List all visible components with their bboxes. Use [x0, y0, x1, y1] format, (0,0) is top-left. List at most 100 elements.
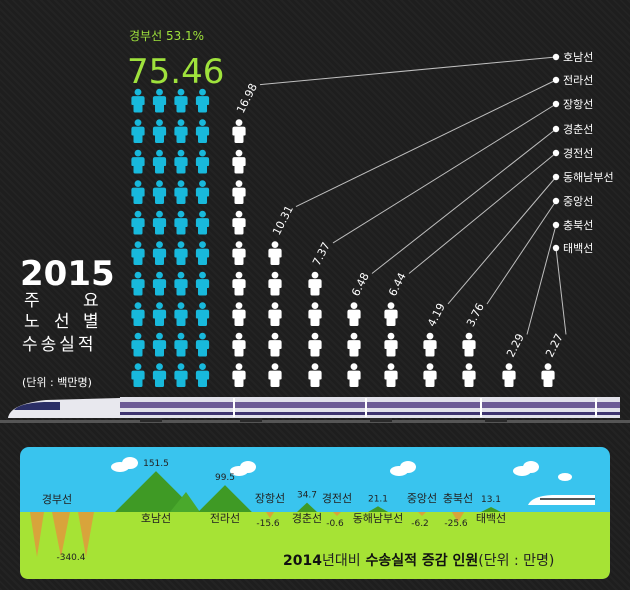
person-icon: [195, 302, 210, 326]
pictogram-column: [384, 302, 398, 387]
mountain: [481, 507, 501, 512]
mountain: [198, 485, 252, 512]
person-icon: [268, 332, 282, 357]
value-label: 6.44: [386, 271, 409, 299]
person-icon: [174, 302, 188, 326]
legend-dot: [552, 53, 560, 61]
person-icon: [174, 332, 188, 357]
train-illustration: [0, 397, 630, 423]
person-icon: [152, 271, 167, 296]
person-icon: [195, 332, 210, 357]
mountain-small: [170, 492, 200, 512]
leader-line: [486, 200, 557, 305]
person-icon: [384, 302, 398, 326]
leader-lines: 16.98 호남선 10.31 전라선 7.37 장항선 6.48 경춘선 6.44 경전선 4.1…: [234, 51, 614, 359]
person-icon: [347, 363, 361, 387]
mountain: [368, 506, 388, 512]
person-icon: [232, 363, 246, 387]
legend-dot: [552, 76, 560, 84]
valley: [333, 512, 341, 516]
person-icon: [131, 241, 145, 265]
valley: [30, 512, 44, 557]
mountain: [115, 471, 197, 512]
headline-share: 53.1%: [166, 29, 204, 43]
value-label: 10.31: [270, 203, 296, 237]
leader-line: [295, 79, 557, 208]
person-icon: [195, 210, 210, 235]
leader-line: [371, 128, 557, 274]
change-value: 151.5: [143, 459, 169, 469]
person-icon: [308, 332, 322, 357]
mini-train: [528, 495, 595, 505]
person-icon: [152, 302, 167, 326]
person-icon: [131, 119, 145, 143]
change-mark: -340.4 경부선: [30, 493, 94, 563]
person-icon: [195, 363, 210, 387]
person-icon: [131, 363, 145, 387]
value-label: 2.27: [543, 332, 566, 360]
person-icon: [232, 332, 246, 357]
change-value: 21.1: [368, 494, 388, 504]
person-icon: [423, 332, 437, 357]
person-icon: [131, 302, 145, 326]
valley: [451, 512, 465, 523]
pictogram-column: [541, 363, 555, 387]
person-icon: [423, 363, 437, 387]
title-year: 2015: [20, 254, 115, 294]
cloud-decorations: [111, 457, 572, 481]
person-icon: [152, 332, 167, 357]
change-category: 장항선: [255, 492, 285, 505]
change-value: 13.1: [481, 495, 501, 505]
change-mark: 151.5 호남선: [115, 459, 200, 525]
pictogram-columns: [131, 88, 555, 387]
person-icon: [232, 119, 246, 143]
change-category: 경춘선: [292, 512, 322, 525]
person-icon: [232, 149, 246, 174]
change-mark: -25.6 충북선: [443, 492, 473, 529]
person-icon: [174, 210, 188, 235]
person-icon: [195, 149, 210, 174]
change-mark: 21.1 동해남부선: [353, 494, 404, 525]
change-value: -6.2: [411, 519, 429, 529]
value-label: 2.29: [504, 332, 527, 360]
change-category: 전라선: [210, 512, 240, 525]
person-icon: [152, 88, 167, 113]
legend-dot: [552, 221, 560, 229]
person-icon: [174, 88, 188, 113]
person-icon: [195, 180, 210, 204]
leader-line: [332, 103, 557, 244]
person-icon: [462, 363, 476, 387]
legend-dot: [552, 125, 560, 133]
leader-line: [526, 224, 557, 335]
person-icon: [232, 271, 246, 296]
person-icon: [268, 363, 282, 387]
person-icon: [131, 88, 145, 113]
person-icon: [131, 210, 145, 235]
pictogram-column: [308, 271, 322, 387]
legend-dot: [552, 244, 560, 252]
change-category: 경부선: [42, 493, 72, 506]
person-icon: [232, 210, 246, 235]
legend-label: 동해남부선: [563, 170, 614, 184]
pictogram-column: [462, 332, 476, 387]
leader-line: [447, 176, 557, 305]
legend-label: 경전선: [563, 147, 593, 160]
valley: [78, 512, 94, 557]
person-icon: [195, 88, 210, 113]
change-value: -0.6: [326, 519, 344, 529]
person-icon: [174, 149, 188, 174]
leader-line: [408, 152, 557, 274]
legend-label: 전라선: [563, 74, 593, 87]
value-label: 3.76: [464, 301, 487, 329]
person-icon: [131, 180, 145, 204]
pictogram-column: [232, 119, 246, 387]
title-line2-a: 노: [24, 312, 40, 332]
person-icon: [308, 363, 322, 387]
headline-route: 경부선 53.1%: [129, 29, 204, 43]
legend-label: 태백선: [563, 242, 593, 255]
value-label: 6.48: [349, 271, 372, 299]
person-icon: [131, 332, 145, 357]
person-icon: [308, 302, 322, 326]
change-category: 호남선: [141, 512, 171, 525]
